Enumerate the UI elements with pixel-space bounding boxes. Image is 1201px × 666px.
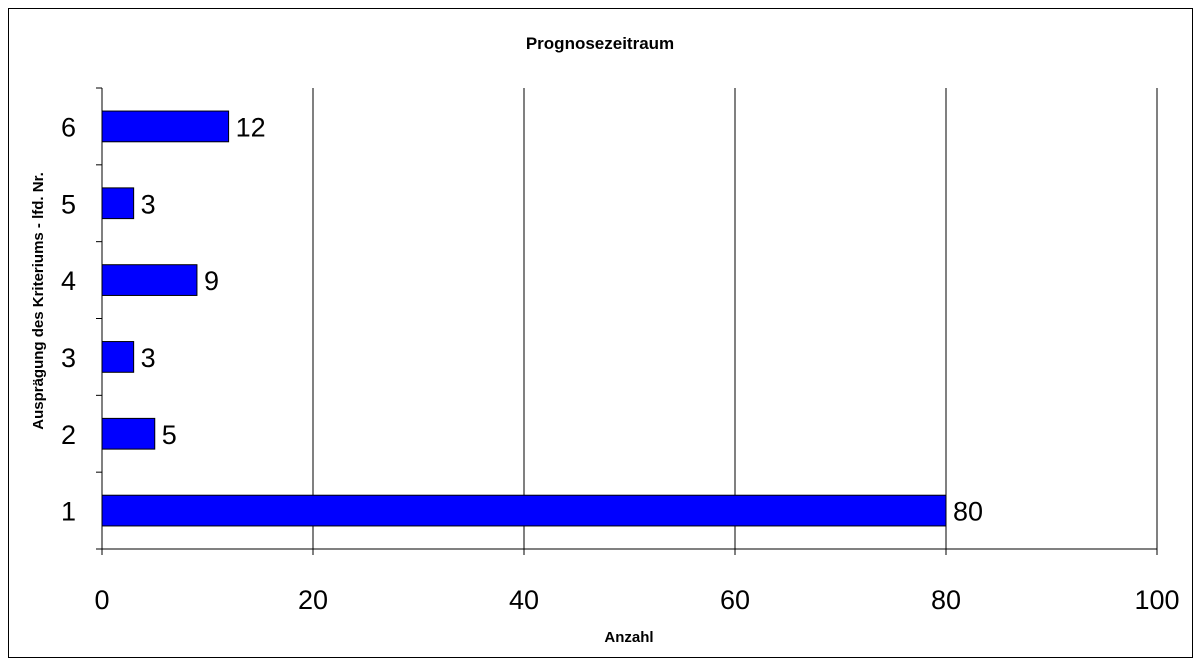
data-label: 9 (204, 266, 219, 296)
y-tick-label: 2 (61, 420, 76, 450)
y-tick-label: 5 (61, 189, 76, 219)
bar (101, 417, 156, 450)
x-tick-label: 60 (720, 585, 750, 615)
x-tick-label: 40 (509, 585, 539, 615)
y-tick-label: 4 (61, 266, 76, 296)
chart-title: Prognosezeitraum (526, 34, 674, 53)
y-axis-title: Ausprägung des Kriteriums - lfd. Nr. (30, 172, 47, 430)
x-tick-label: 80 (931, 585, 961, 615)
x-tick-label: 20 (298, 585, 328, 615)
x-tick-label: 100 (1134, 585, 1179, 615)
bar (101, 264, 198, 296)
x-tick-label: 0 (94, 585, 109, 615)
x-axis-title: Anzahl (604, 629, 653, 646)
y-tick-label: 6 (61, 112, 76, 142)
data-label: 80 (953, 497, 983, 527)
bar (101, 494, 947, 527)
bar (101, 341, 135, 373)
bar (101, 187, 135, 220)
bar (101, 110, 230, 143)
y-tick-label: 3 (61, 343, 76, 373)
data-label: 3 (141, 343, 156, 373)
data-label: 5 (162, 420, 177, 450)
y-tick-label: 1 (61, 497, 76, 527)
data-label: 12 (236, 112, 266, 142)
gridlines (312, 88, 1158, 549)
data-label: 3 (141, 189, 156, 219)
axes (96, 87, 1158, 555)
